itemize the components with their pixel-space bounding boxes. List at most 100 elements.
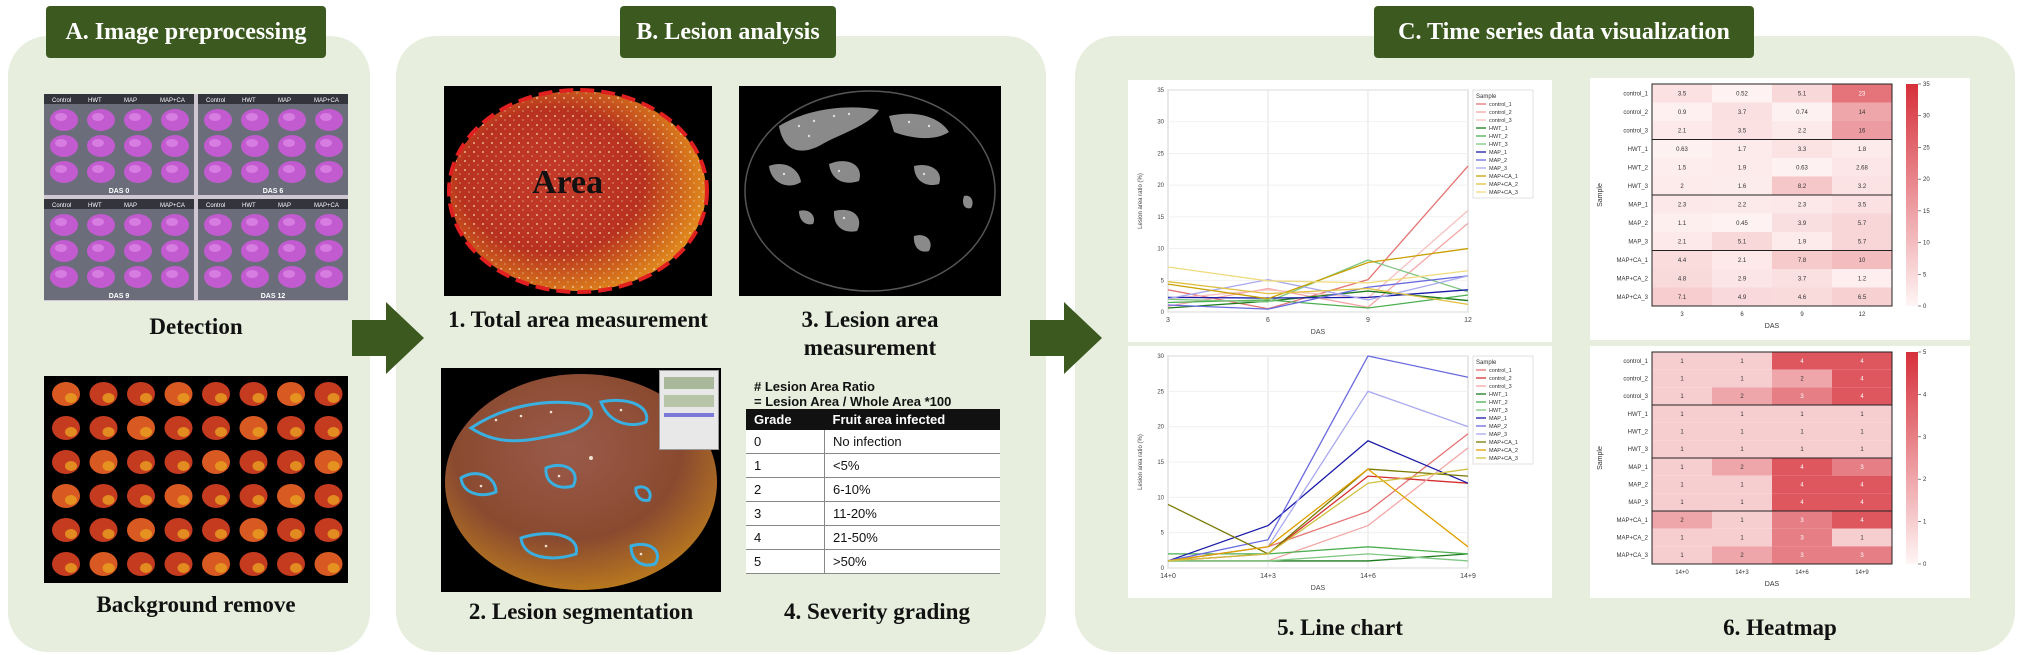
fruit-highlight	[283, 270, 295, 278]
heat-cell	[1712, 287, 1772, 306]
heat-cell-value: 10	[1859, 258, 1866, 264]
fruit-highlight	[320, 218, 332, 226]
fruit	[314, 382, 343, 406]
fruit	[127, 450, 155, 474]
x-tick-label: 14+6	[1795, 570, 1809, 576]
fruit-yellow	[102, 427, 115, 437]
fruit-yellow	[65, 529, 77, 539]
row-label: control_1	[1623, 359, 1648, 365]
grade-col-header: Grade	[746, 409, 825, 430]
fruit	[127, 518, 155, 542]
y-tick-label: 15	[1157, 215, 1164, 221]
heat-cell	[1652, 387, 1712, 405]
tray-header-label: MAP+CA	[160, 203, 185, 209]
series-line	[1167, 468, 1469, 562]
lesion-ratio-formula: # Lesion Area Ratio = Lesion Area / Whol…	[754, 379, 1014, 409]
heat-cell-value: 1.2	[1858, 276, 1867, 282]
heat-cell	[1712, 369, 1772, 388]
row-label: MAP+CA_3	[1616, 553, 1648, 559]
heat-cell-value: 23	[1859, 91, 1866, 97]
fruit-yellow	[177, 393, 190, 403]
heat-cell-value: 2	[1680, 184, 1684, 190]
ratio-line-2: = Lesion Area / Whole Area *100	[754, 394, 952, 409]
fruit-highlight	[320, 139, 332, 147]
fruit-yellow	[215, 427, 227, 437]
heat-cell	[1652, 475, 1712, 494]
fruit	[164, 416, 193, 440]
heat-cell-value: 2.1	[1738, 258, 1747, 264]
series-line	[1167, 247, 1469, 300]
heat-cell-value: 5.1	[1798, 91, 1807, 97]
heat-cell	[1772, 195, 1832, 214]
tray-das-label: DAS 12	[261, 293, 286, 300]
tray-header-label: MAP	[278, 98, 291, 104]
heat-cell-value: 1	[1740, 430, 1744, 436]
colorbar-tick-label: 1	[1923, 520, 1927, 526]
heat-cell-value: 14	[1859, 110, 1866, 116]
fruit-highlight	[166, 270, 178, 278]
panel-b-title: B. Lesion analysis	[620, 6, 836, 58]
fruit-yellow	[102, 563, 115, 573]
heat-cell	[1652, 546, 1712, 564]
heat-cell-value: 1	[1680, 465, 1684, 471]
colorbar-tick-label: 3	[1923, 435, 1927, 441]
fruit	[89, 382, 118, 406]
area-col-header: Fruit area infected	[824, 409, 1000, 430]
heat-cell-value: 1	[1860, 430, 1864, 436]
fruit-highlight	[209, 113, 221, 121]
fruit-highlight	[129, 139, 141, 147]
heatmap-2-svg: control_1 1 1 4 4 control_2 1 1 2 4 control_3 1 2 3 4 H…	[1597, 350, 1927, 588]
fruit-yellow	[65, 495, 77, 505]
heat-cell	[1832, 269, 1892, 288]
legend-label: HWT_1	[1489, 392, 1508, 398]
heat-cell	[1772, 84, 1832, 103]
line-chart-1: 3 6 9 12 0 5 10 15 20 25 30 35 DAS Lesion area ratio …	[1128, 80, 1552, 342]
fruit-yellow	[327, 529, 340, 539]
heat-cell	[1712, 458, 1772, 476]
fruit	[239, 382, 268, 406]
lesion-segmentation-image	[441, 368, 721, 592]
heat-cell-value: 1	[1680, 447, 1684, 453]
heat-cell	[1712, 102, 1772, 121]
step2-caption: 2. Lesion segmentation	[468, 599, 694, 624]
heat-cell	[1772, 287, 1832, 306]
legend-label: control_3	[1489, 384, 1512, 390]
heat-cell-value: 4	[1860, 377, 1864, 383]
fruit	[277, 552, 305, 576]
tray-header-label: HWT	[88, 98, 102, 104]
heat-cell-value: 4.6	[1798, 295, 1807, 301]
y-tick-label: 5	[1161, 278, 1165, 284]
fruit	[202, 450, 230, 474]
fruit-yellow	[140, 529, 152, 539]
heat-cell-value: 1	[1860, 447, 1864, 453]
heat-cell-value: 0.74	[1796, 110, 1808, 116]
fruit	[164, 382, 193, 406]
heat-cell	[1712, 422, 1772, 441]
fruit-highlight	[166, 165, 178, 173]
heat-cell	[1832, 84, 1892, 103]
heat-cell	[1772, 269, 1832, 288]
grade-cell: 1	[746, 453, 825, 478]
fruit-yellow	[290, 461, 302, 471]
tray-header-label: MAP+CA	[160, 98, 185, 104]
heat-cell	[1832, 352, 1892, 370]
heat-cell-value: 2	[1740, 394, 1744, 400]
heat-cell-value: 2.2	[1798, 128, 1807, 134]
heat-cell	[1652, 440, 1712, 458]
y-tick-label: 0	[1161, 566, 1165, 572]
heat-cell	[1832, 387, 1892, 405]
heat-cell-value: 2	[1680, 518, 1684, 524]
legend-label: control_3	[1489, 118, 1512, 124]
legend-label: MAP_2	[1489, 158, 1507, 164]
fruit-highlight	[92, 218, 104, 226]
heat-cell	[1832, 102, 1892, 121]
fruit-yellow	[102, 393, 115, 403]
fruit-yellow	[252, 393, 265, 403]
x-tick-label: 14+0	[1160, 573, 1176, 580]
y-axis-label: Sample	[1597, 446, 1604, 470]
legend-label: control_1	[1489, 102, 1512, 108]
heat-cell-value: 4.8	[1678, 276, 1687, 282]
heat-cell-value: 3.9	[1798, 221, 1807, 227]
legend-label: MAP+CA_1	[1489, 174, 1518, 180]
fruit-highlight	[283, 244, 295, 252]
